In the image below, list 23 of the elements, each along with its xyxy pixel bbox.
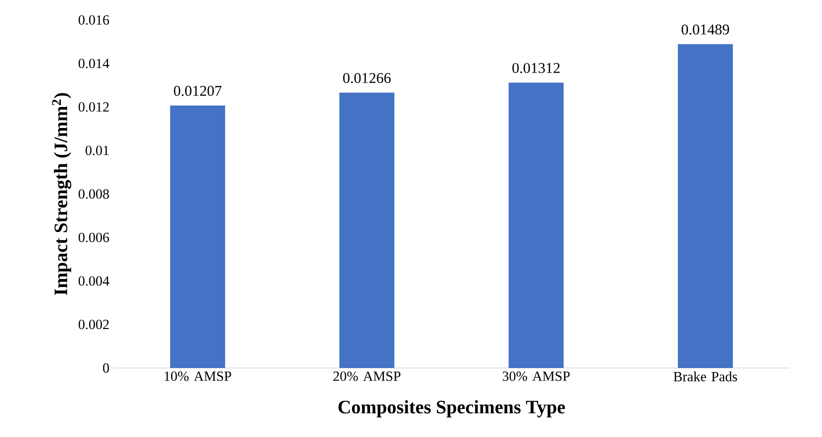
y-tick-label: 0.008 <box>78 189 109 199</box>
x-tick-label: 10% AMSP <box>164 372 232 381</box>
bar <box>678 44 733 368</box>
bar <box>508 82 564 368</box>
y-tick-label: 0.016 <box>78 15 110 25</box>
y-tick-label: 0.012 <box>78 102 109 112</box>
x-axis-title: Composites Specimens Type <box>338 400 565 418</box>
data-label: 0.01312 <box>512 62 560 74</box>
bar <box>170 105 226 368</box>
data-label: 0.01207 <box>174 86 222 96</box>
y-axis-title: Impact Strength (J/mm$^{2}$) <box>52 93 72 296</box>
y-tick-label: 0.014 <box>78 58 110 68</box>
bar <box>339 92 394 368</box>
x-tick-label: 20% AMSP <box>333 372 400 381</box>
x-tick-label: Brake Pads <box>674 372 738 382</box>
y-tick-label: 0.004 <box>78 276 110 286</box>
data-label: 0.01266 <box>343 72 391 84</box>
y-tick-label: 0.002 <box>78 320 109 330</box>
data-label: 0.01489 <box>682 24 730 35</box>
y-tick-label: 0.006 <box>78 232 110 242</box>
x-tick-label: 30% AMSP <box>502 372 570 381</box>
y-tick-label: 0 <box>103 363 109 373</box>
y-tick-label: 0.01 <box>86 146 109 156</box>
